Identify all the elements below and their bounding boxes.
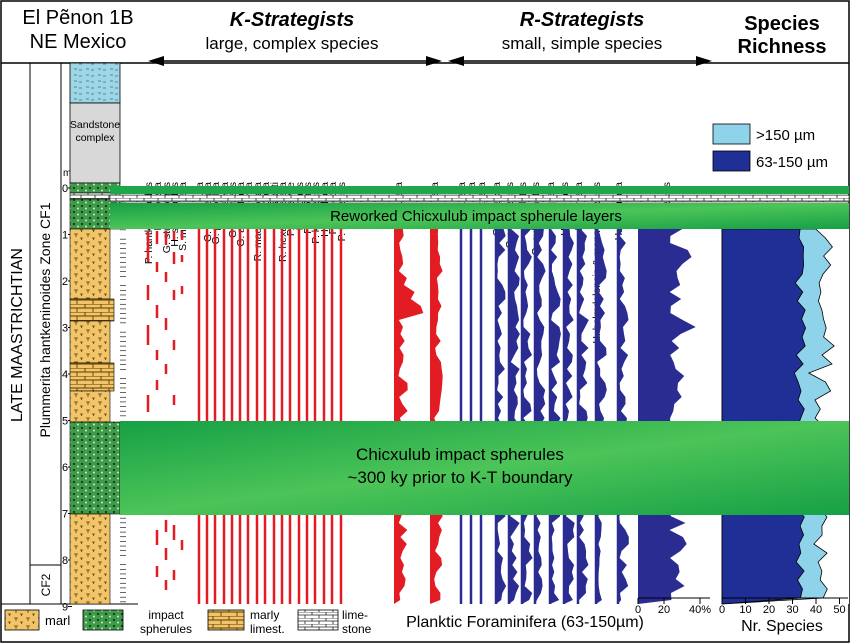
depth-tick-label: 4: [62, 369, 68, 381]
zone-label: Plummerita hantkeninoides Zone CF1: [37, 202, 53, 437]
r-abundance-profile: [550, 229, 561, 604]
band-lower-label-2: ~300 ky prior to K-T boundary: [347, 468, 573, 487]
percent-tick-label: 40%: [689, 604, 711, 616]
species-count-axis: 0 10 20 30 40 50: [719, 598, 846, 616]
species-tick-label: 30: [786, 604, 798, 616]
depth-tick-label: 1: [62, 230, 68, 242]
lithology-legend: [4, 609, 339, 631]
legend-large-label: >150 µm: [756, 127, 815, 144]
band-lower-label: Chicxulub impact spherules: [356, 445, 564, 464]
species-tick-label: 50: [833, 604, 845, 616]
percent-tick-label: 0: [635, 604, 641, 616]
depth-tick-label: 9: [62, 602, 68, 614]
richness-panel: [721, 228, 849, 605]
legend-marly-limestone: marly limest.: [250, 608, 285, 636]
lithology-column: [69, 62, 121, 605]
limestone-band: [109, 194, 850, 203]
kt-boundary-band: [110, 186, 849, 194]
site-region: NE Mexico: [30, 31, 127, 53]
species-tick-label: 20: [763, 604, 775, 616]
r-arrow: [448, 56, 712, 66]
p-costulata-profile: [394, 229, 424, 604]
depth-tick-label: 6: [62, 462, 68, 474]
size-fraction-legend: [712, 123, 751, 172]
r-abundance-profile: [535, 229, 546, 604]
r-abundance-profile: [522, 229, 533, 604]
reworked-spherule-band: [110, 203, 849, 229]
site-name: El Pẽnon 1B: [22, 7, 133, 29]
lithology-label: Sandstone: [70, 119, 120, 131]
species-tick-label: 0: [719, 604, 725, 616]
depth-unit: m: [63, 168, 71, 179]
k-arrow: [148, 56, 442, 66]
lithology-label-2: complex: [75, 132, 115, 144]
legend-limestone: lime-stone: [342, 608, 372, 636]
k-strategist-ranges: [146, 229, 343, 604]
percent-axis: 0 20 40%: [635, 598, 711, 616]
depth-tick-label: 3: [62, 323, 68, 335]
legend-marl: marl: [45, 613, 70, 628]
abundance-profiles: [394, 229, 696, 604]
r-abundance-profile: [509, 229, 520, 604]
legend-spherules: impact spherules: [140, 608, 192, 636]
r-abundance-profile: [564, 229, 575, 604]
species-tick-label: 40: [810, 604, 822, 616]
r-abundance-profile: [578, 229, 589, 604]
legend-small-label: 63-150 µm: [756, 154, 828, 171]
band-upper-label: Reworked Chicxulub impact spherule layer…: [330, 208, 622, 225]
bottom-axis-label: Planktic Foraminifera (63-150µm): [406, 614, 644, 631]
depth-tick-label: 8: [62, 555, 68, 567]
impact-spherule-band: [120, 421, 849, 515]
percent-tick-label: 20: [658, 604, 670, 616]
r-abundance-profile: [496, 229, 507, 604]
r-abundance-profile: [618, 229, 629, 604]
depth-tick-label: 5: [62, 416, 68, 428]
k-subtitle: large, complex species: [206, 34, 379, 53]
zone2-label: CF2: [39, 573, 53, 596]
stage-label: LATE MAASTRICHTIAN: [9, 248, 26, 422]
k-title: K-Strategists: [230, 9, 354, 31]
richness-title: Species: [744, 13, 820, 35]
species-tick-label: 10: [739, 604, 751, 616]
richness-axis-label: Nr. Species: [741, 618, 823, 635]
richness-title-2: Richness: [738, 36, 827, 58]
r-title: R-Strategists: [520, 9, 644, 31]
depth-tick-label: 2: [62, 276, 68, 288]
h-navarroensis-profile: [638, 229, 696, 604]
r-subtitle: small, simple species: [502, 34, 663, 53]
p-costellifera-profile: [430, 229, 443, 604]
depth-tick-label: 0: [62, 183, 68, 195]
depth-tick-label: 7: [62, 509, 68, 521]
